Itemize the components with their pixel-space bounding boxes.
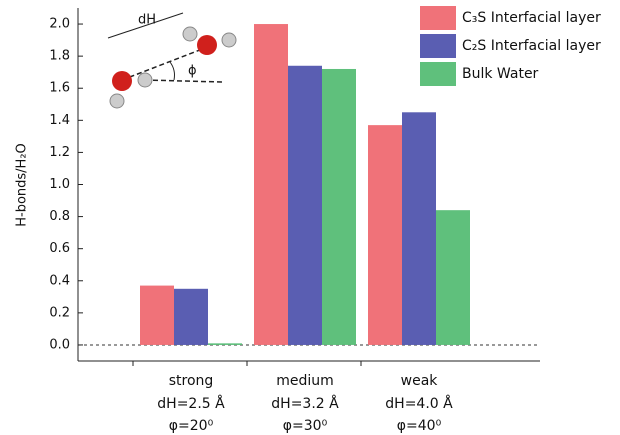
- inset-label: dH: [138, 13, 156, 28]
- legend-label: C₃S Interfacial layer: [462, 10, 601, 26]
- legend-swatch: [420, 62, 456, 86]
- hydrogen-atom: [221, 32, 237, 48]
- y-tick-label: 1.4: [49, 113, 70, 128]
- molecule-inset: dH ϕ: [107, 12, 237, 109]
- category-detail: φ=40⁰: [397, 418, 442, 434]
- legend-label: Bulk Water: [462, 66, 539, 82]
- x-tick-label: strong: [169, 373, 214, 389]
- bar: [402, 112, 436, 345]
- bar: [254, 24, 288, 345]
- hydrogen-atom: [137, 72, 153, 88]
- y-tick-label: 0.6: [49, 241, 70, 256]
- y-tick-label: 0.2: [49, 305, 70, 320]
- legend-swatch: [420, 6, 456, 30]
- category-detail: dH=3.2 Å: [271, 395, 339, 412]
- category-detail: φ=30⁰: [283, 418, 328, 434]
- hbond-line: [121, 47, 206, 81]
- category-detail: φ=20⁰: [169, 418, 214, 434]
- bar: [140, 285, 174, 345]
- distance-arrow: [107, 12, 184, 39]
- bar: [368, 125, 402, 345]
- bar: [436, 210, 470, 345]
- y-tick-label: 1.2: [49, 145, 70, 160]
- y-tick-label: 0.0: [49, 337, 70, 352]
- y-tick-label: 0.8: [49, 209, 70, 224]
- oxygen-atom: [112, 71, 132, 91]
- angle-arc: [169, 61, 175, 81]
- legend-swatch: [420, 34, 456, 58]
- y-tick-label: 1.0: [49, 177, 70, 192]
- y-tick-label: 2.0: [49, 17, 70, 32]
- bar: [174, 288, 208, 345]
- y-axis-label: H-bonds/H₂O: [15, 143, 30, 227]
- bar: [208, 343, 242, 345]
- category-detail: dH=2.5 Å: [157, 395, 225, 412]
- y-tick-label: 1.6: [49, 81, 70, 96]
- y-tick-label: 1.8: [49, 49, 70, 64]
- inset-label: ϕ: [188, 64, 197, 79]
- x-tick-label: medium: [276, 373, 334, 389]
- x-tick-label: weak: [401, 373, 439, 389]
- legend-label: C₂S Interfacial layer: [462, 38, 601, 54]
- bar: [288, 65, 322, 345]
- bar: [322, 68, 356, 345]
- reference-line: [144, 79, 223, 83]
- oxygen-atom: [197, 35, 217, 55]
- hydrogen-atom: [182, 26, 198, 42]
- category-detail: dH=4.0 Å: [385, 395, 453, 412]
- y-tick-label: 0.4: [49, 273, 70, 288]
- hydrogen-atom: [109, 93, 125, 109]
